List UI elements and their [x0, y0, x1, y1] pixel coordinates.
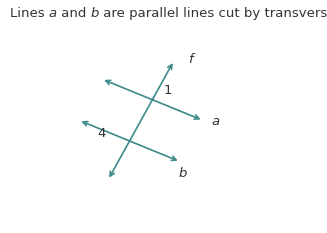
- Text: b: b: [91, 7, 99, 20]
- Text: a: a: [212, 115, 220, 128]
- Text: are parallel lines cut by transversal: are parallel lines cut by transversal: [99, 7, 327, 20]
- Text: and: and: [57, 7, 91, 20]
- Text: Lines: Lines: [10, 7, 49, 20]
- Text: f: f: [188, 53, 193, 66]
- Text: b: b: [179, 167, 187, 180]
- Text: 4: 4: [97, 127, 106, 140]
- Text: a: a: [49, 7, 57, 20]
- Text: 1: 1: [164, 84, 172, 97]
